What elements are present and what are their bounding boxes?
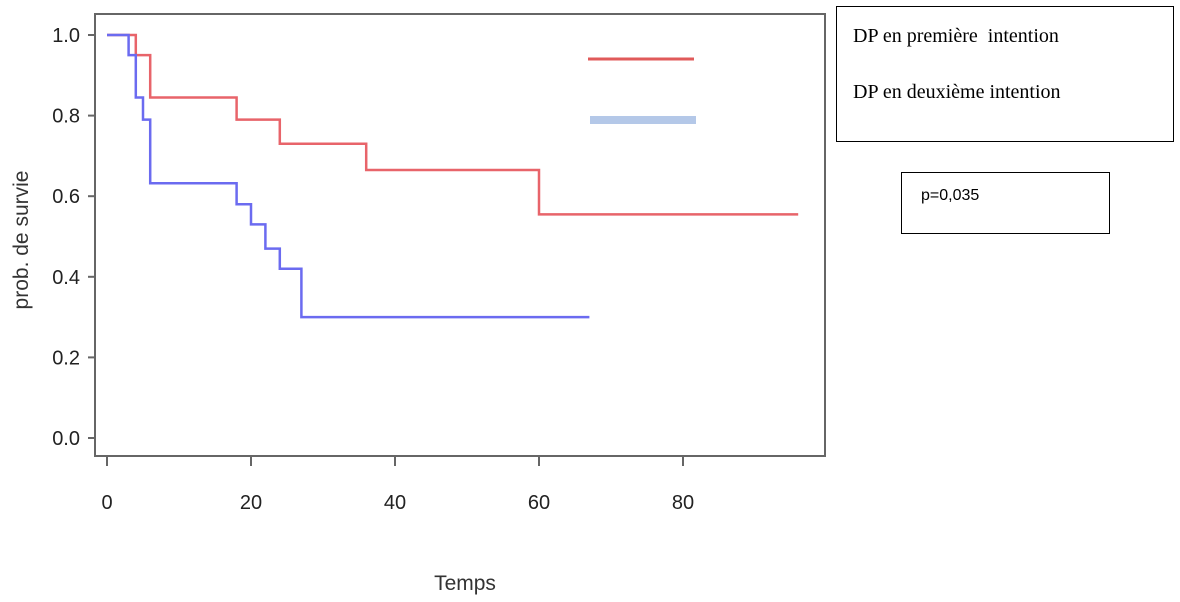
y-tick-label: 0.8 <box>52 106 80 128</box>
survival-curve-second-line <box>107 33 590 319</box>
survival-curves <box>107 33 799 319</box>
y-tick-label: 1.0 <box>52 25 80 47</box>
y-axis-ticks: 0.0 0.2 0.4 0.6 0.8 1.0 <box>52 25 95 450</box>
y-tick-label: 0.6 <box>52 186 80 208</box>
x-tick-label: 60 <box>528 492 550 514</box>
y-axis-title: prob. de survie <box>10 171 33 310</box>
legend-label-second-line: DP en deuxième intention <box>853 81 1061 103</box>
y-tick-label: 0.4 <box>52 267 80 289</box>
x-axis-ticks: 0 20 40 60 80 <box>101 456 694 514</box>
legend-box: DP en première intention DP en deuxième … <box>836 6 1174 142</box>
y-tick-label: 0.0 <box>52 428 80 450</box>
y-tick-label: 0.2 <box>52 347 80 369</box>
plot-frame <box>94 13 826 457</box>
x-tick-label: 80 <box>672 492 694 514</box>
p-value-label: p=0,035 <box>921 187 980 204</box>
x-tick-label: 20 <box>240 492 262 514</box>
x-tick-label: 0 <box>101 492 112 514</box>
p-value-box: p=0,035 <box>901 172 1110 234</box>
legend-label-first-line: DP en première intention <box>853 25 1059 47</box>
x-axis-title: Temps <box>434 572 496 595</box>
x-tick-label: 40 <box>384 492 406 514</box>
survival-curve-first-line <box>107 33 799 216</box>
